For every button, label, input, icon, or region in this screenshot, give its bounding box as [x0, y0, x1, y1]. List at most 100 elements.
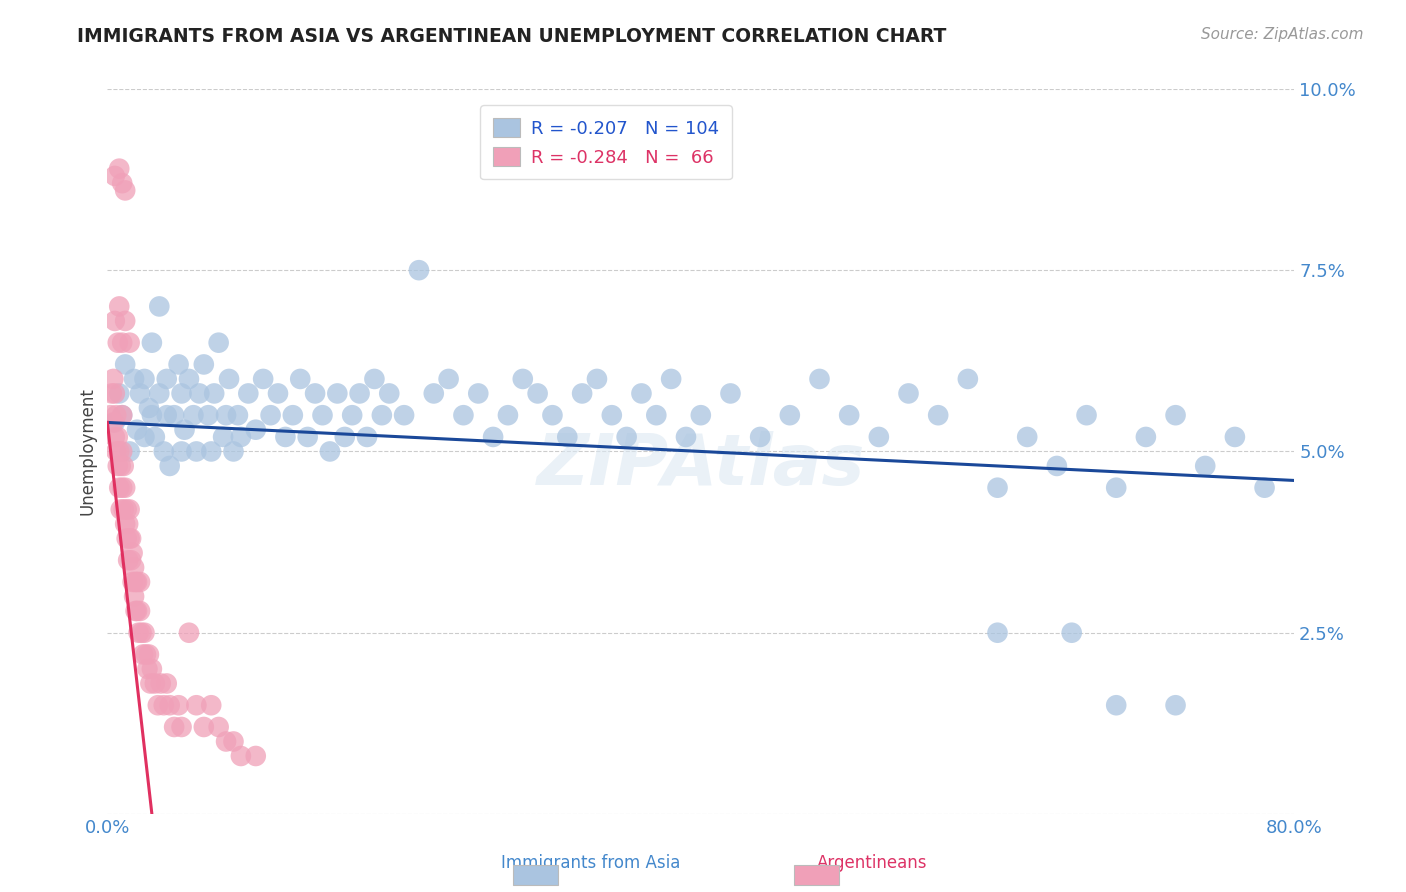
Point	[114, 516, 136, 531]
Point	[423, 386, 446, 401]
Point	[245, 423, 267, 437]
Point	[749, 430, 772, 444]
Point	[141, 662, 163, 676]
Point	[104, 430, 127, 444]
Point	[121, 574, 143, 589]
Point	[118, 335, 141, 350]
Point	[163, 408, 186, 422]
Point	[112, 502, 135, 516]
Point	[512, 372, 534, 386]
Point	[163, 720, 186, 734]
Point	[659, 372, 682, 386]
Point	[105, 444, 128, 458]
Point	[1046, 458, 1069, 473]
Point	[526, 386, 548, 401]
Point	[159, 698, 181, 713]
Point	[1253, 481, 1275, 495]
Point	[112, 458, 135, 473]
Point	[267, 386, 290, 401]
Point	[326, 386, 349, 401]
Point	[107, 430, 129, 444]
Point	[170, 444, 193, 458]
Point	[222, 444, 245, 458]
Point	[259, 408, 281, 422]
Point	[177, 372, 200, 386]
Point	[986, 625, 1008, 640]
Point	[186, 698, 208, 713]
Point	[167, 698, 190, 713]
Point	[202, 386, 225, 401]
Point	[467, 386, 489, 401]
Point	[111, 335, 134, 350]
Point	[104, 169, 127, 183]
Point	[134, 430, 156, 444]
Point	[122, 372, 145, 386]
Point	[124, 604, 146, 618]
Point	[333, 430, 356, 444]
Point	[297, 430, 319, 444]
Point	[111, 408, 134, 422]
Text: Immigrants from Asia: Immigrants from Asia	[501, 855, 681, 872]
Point	[304, 386, 326, 401]
Text: IMMIGRANTS FROM ASIA VS ARGENTINEAN UNEMPLOYMENT CORRELATION CHART: IMMIGRANTS FROM ASIA VS ARGENTINEAN UNEM…	[77, 27, 946, 45]
Point	[1076, 408, 1098, 422]
Point	[197, 408, 219, 422]
Point	[208, 720, 231, 734]
Point	[122, 560, 145, 574]
Point	[111, 408, 134, 422]
Point	[1164, 408, 1187, 422]
Point	[183, 408, 205, 422]
Point	[143, 430, 166, 444]
Point	[274, 430, 297, 444]
Point	[114, 358, 136, 372]
Point	[200, 444, 222, 458]
Point	[111, 481, 134, 495]
Point	[229, 749, 252, 764]
Point	[238, 386, 260, 401]
Point	[496, 408, 519, 422]
Point	[208, 335, 231, 350]
Point	[555, 430, 578, 444]
Point	[101, 386, 124, 401]
Point	[222, 734, 245, 748]
Point	[541, 408, 564, 422]
Point	[1164, 698, 1187, 713]
Point	[340, 408, 363, 422]
Point	[152, 698, 174, 713]
Point	[956, 372, 979, 386]
Point	[167, 358, 190, 372]
Point	[392, 408, 415, 422]
Point	[148, 300, 170, 314]
Point	[408, 263, 430, 277]
Point	[114, 183, 136, 197]
Point	[118, 502, 141, 516]
Point	[630, 386, 652, 401]
Point	[1135, 430, 1157, 444]
Point	[1017, 430, 1039, 444]
Point	[173, 423, 195, 437]
Point	[159, 458, 181, 473]
Point	[108, 386, 131, 401]
Point	[125, 574, 148, 589]
Point	[120, 553, 142, 567]
Point	[897, 386, 920, 401]
Point	[148, 386, 170, 401]
Point	[111, 176, 134, 190]
Point	[149, 676, 172, 690]
Point	[125, 604, 148, 618]
Point	[229, 430, 252, 444]
Point	[139, 676, 162, 690]
Point	[125, 423, 148, 437]
Point	[675, 430, 697, 444]
Point	[129, 386, 152, 401]
Point	[218, 372, 240, 386]
Point	[141, 335, 163, 350]
Point	[838, 408, 860, 422]
Point	[1105, 481, 1128, 495]
Point	[616, 430, 638, 444]
Point	[107, 335, 129, 350]
Point	[143, 676, 166, 690]
Point	[108, 300, 131, 314]
Point	[131, 625, 153, 640]
Point	[1223, 430, 1246, 444]
